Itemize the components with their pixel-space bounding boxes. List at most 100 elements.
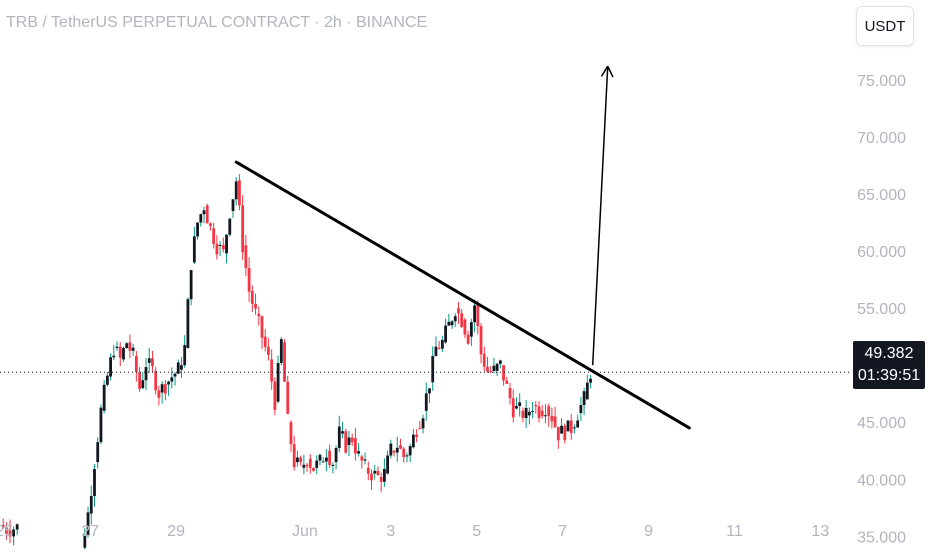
x-tick-label: 13 (811, 523, 829, 540)
candle-body (321, 461, 325, 463)
candle-body (250, 290, 254, 304)
candle-body (315, 460, 319, 468)
candle-body (469, 322, 473, 337)
candle-body (379, 476, 383, 482)
candle-body (344, 431, 348, 453)
candle-body (189, 270, 193, 300)
candle-body (205, 205, 209, 224)
candle-body (83, 535, 87, 548)
candle-body (128, 342, 132, 351)
candle-body (563, 425, 567, 441)
candle-body (440, 339, 444, 349)
candle-body (221, 244, 225, 250)
candle-body (508, 387, 512, 399)
candle-body (370, 473, 373, 481)
drawings[interactable] (0, 65, 852, 430)
candle-body (386, 455, 390, 474)
candle-body (238, 180, 241, 206)
candle-body (492, 365, 496, 371)
candle-body (234, 181, 238, 200)
candle-body (350, 437, 354, 443)
candle-body (286, 381, 290, 414)
candle-countdown: 01:39:51 (857, 367, 921, 384)
candle-body (141, 380, 145, 388)
candle-body (296, 457, 299, 463)
candle-body (105, 375, 109, 385)
candle-body (589, 378, 592, 383)
candle-body (276, 363, 280, 402)
candle-body (196, 222, 199, 237)
y-tick-label: 70.000 (857, 130, 906, 147)
candle-body (12, 529, 16, 537)
candle-body (231, 199, 235, 212)
candle-body (431, 356, 435, 383)
candle-body (118, 346, 122, 358)
candle-body (115, 346, 119, 349)
y-tick-label: 40.000 (857, 472, 906, 489)
candle-body (518, 402, 522, 406)
candle-body (318, 454, 322, 461)
candle-body (550, 415, 554, 422)
candle-body (476, 304, 480, 327)
currency-selector-button[interactable]: USDT (856, 6, 914, 46)
candle-body (389, 443, 393, 456)
candle-body (479, 326, 483, 355)
x-axis-ticks: 25 27 29 Jun 3 5 7 9 11 13 (0, 523, 829, 540)
candle-body (466, 334, 470, 344)
candle-body (534, 405, 538, 407)
candle-body (524, 407, 528, 419)
candle-body (418, 427, 422, 429)
candle-body (86, 512, 90, 536)
candle-body (212, 228, 216, 244)
candle-body (473, 305, 476, 323)
candle-body (502, 365, 505, 381)
candle-body (408, 446, 412, 456)
candle-body (157, 390, 161, 398)
candle-body (308, 458, 312, 468)
y-tick-label: 45.000 (857, 415, 906, 432)
last-price-value: 49.382 (864, 345, 914, 362)
candle-body (392, 450, 396, 453)
candle-body (96, 442, 100, 463)
candle-body (244, 245, 248, 269)
candle-body (556, 426, 560, 441)
candle-body (134, 356, 138, 373)
candle-body (547, 406, 551, 416)
candle-body (279, 339, 283, 364)
candle-body (511, 398, 515, 418)
candle-body (489, 370, 493, 372)
candle-body (270, 359, 274, 382)
candle-body (498, 360, 502, 364)
candle-body (257, 313, 261, 317)
candle-body (463, 319, 467, 335)
candle-body (566, 420, 570, 432)
candle-body (199, 214, 203, 223)
candle-body (225, 234, 228, 254)
candle-body (151, 358, 154, 367)
candle-body (167, 381, 170, 385)
candle-body (395, 447, 399, 453)
candle-body (163, 384, 167, 394)
candle-body (147, 358, 151, 363)
candle-body (192, 236, 196, 263)
candle-body (373, 470, 377, 474)
candle-body (428, 388, 431, 394)
candle-body (434, 346, 438, 357)
arrow-head (607, 65, 614, 78)
candle-body (15, 524, 19, 530)
candle-body (122, 348, 125, 360)
candle-body (366, 467, 370, 474)
candle-body (560, 425, 563, 434)
candle-body (569, 420, 573, 433)
candle-body (579, 405, 583, 414)
candle-body (218, 244, 222, 246)
candles (1, 174, 592, 550)
candle-body (405, 455, 409, 457)
candle-body (421, 418, 425, 429)
candle-body (354, 438, 357, 454)
candle-body (263, 336, 267, 348)
candle-body (273, 381, 277, 410)
candle-body (376, 470, 380, 475)
